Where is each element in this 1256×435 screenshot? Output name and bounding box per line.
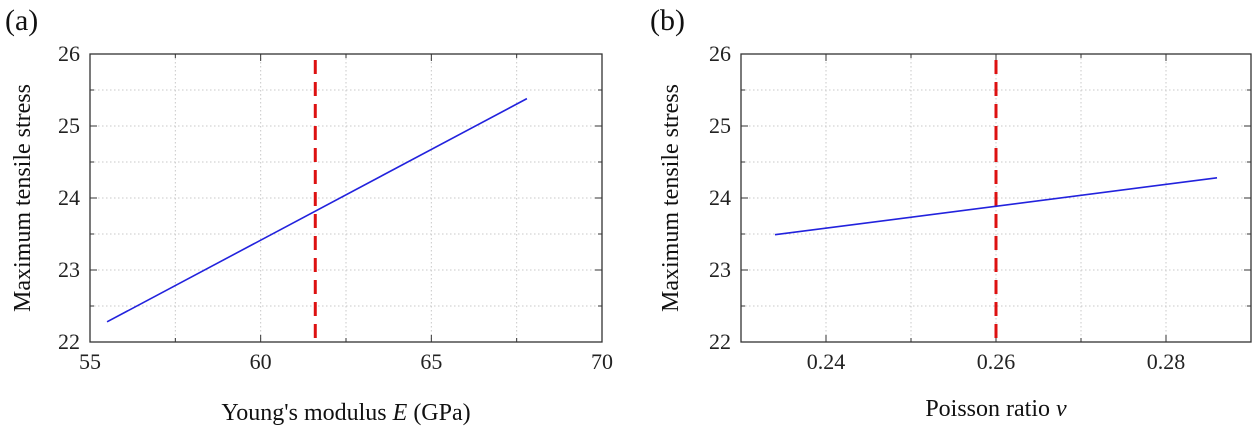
chart-panel-b: 0.24 0.26 0.28 22 23 24 25 26 (b) Maximum tensile… [650, 4, 1252, 422]
series-line-stress [106, 97, 528, 323]
chart-panel-a: 55 60 65 70 22 23 24 25 26 (a) Maximum tensile str… [5, 4, 613, 426]
series-line-stress [774, 177, 1218, 236]
x-tick-label: 60 [250, 349, 272, 374]
panel-label: (b) [650, 4, 685, 37]
y-tick-label: 25 [58, 113, 80, 138]
y-axis-label: Maximum tensile stress [658, 84, 684, 312]
plot-frame [89, 53, 603, 343]
x-tick-label: 65 [420, 349, 442, 374]
panel-label: (a) [5, 4, 38, 37]
y-axis-label: Maximum tensile stress [10, 84, 36, 312]
y-tick-label: 23 [58, 257, 80, 282]
x-axis-label: Young's modulus E (GPa) [221, 400, 470, 426]
y-tick-label: 26 [58, 41, 80, 66]
plot-frame [740, 53, 1252, 343]
y-tick-label: 22 [709, 329, 731, 354]
y-tick-label: 24 [709, 185, 731, 210]
y-tick-label: 22 [58, 329, 80, 354]
x-tick-label: 0.28 [1147, 349, 1186, 374]
x-tick-label: 70 [591, 349, 613, 374]
y-tick-label: 26 [709, 41, 731, 66]
y-tick-label: 24 [58, 185, 80, 210]
x-axis-label: Poisson ratio v [925, 396, 1067, 422]
y-tick-label: 25 [709, 113, 731, 138]
y-tick-label: 23 [709, 257, 731, 282]
x-tick-label: 55 [79, 349, 101, 374]
x-tick-label: 0.26 [977, 349, 1016, 374]
x-tick-label: 0.24 [807, 349, 846, 374]
